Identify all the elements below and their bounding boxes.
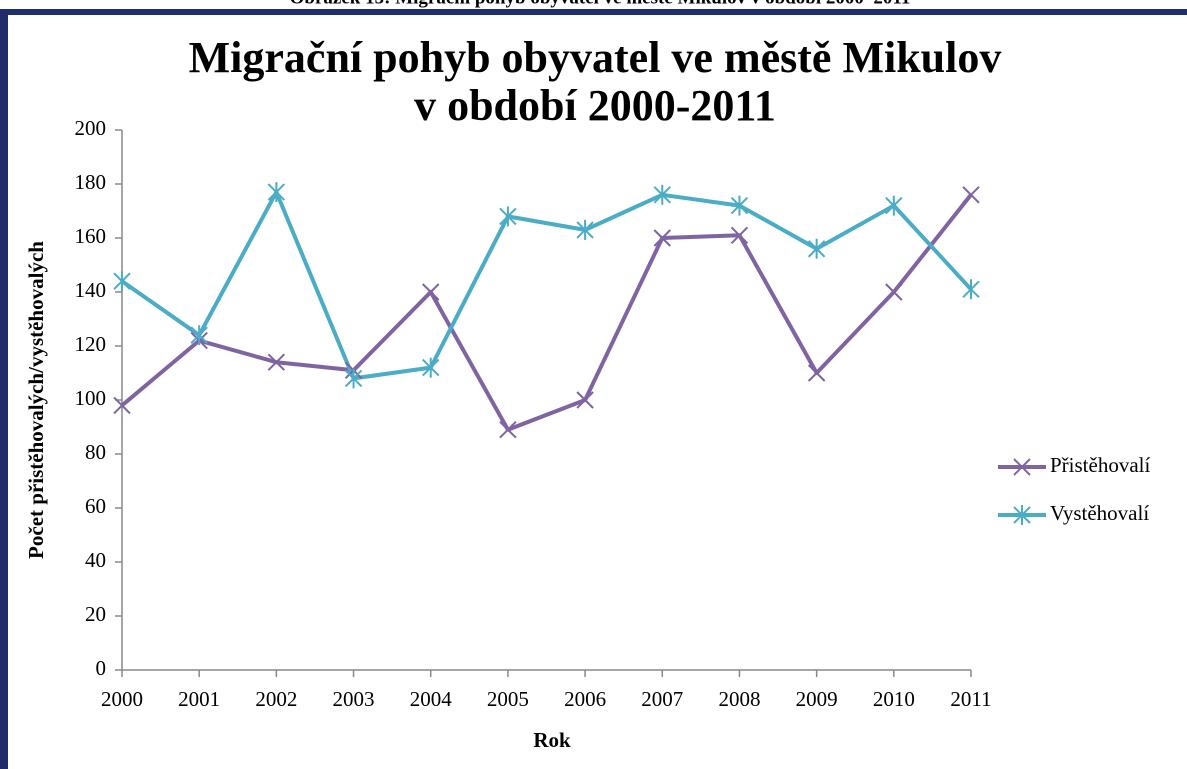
chart-title: v období 2000-2011 (414, 81, 776, 130)
y-tick-label: 140 (75, 278, 107, 302)
x-tick-label: 2004 (410, 687, 453, 711)
y-tick-label: 60 (85, 494, 106, 518)
x-tick-label: 2008 (718, 687, 760, 711)
point (576, 219, 594, 240)
point (653, 184, 671, 205)
y-tick-label: 40 (85, 548, 106, 572)
legend-marker (1013, 505, 1031, 525)
legend-marker (1013, 458, 1031, 476)
point (885, 195, 903, 216)
x-tick-label: 2001 (178, 687, 220, 711)
y-tick-label: 180 (75, 170, 107, 194)
point (422, 357, 440, 378)
point (962, 186, 980, 204)
y-tick-label: 80 (85, 440, 106, 464)
point (344, 368, 363, 389)
legend-label: Přistěhovalí (1050, 453, 1150, 477)
legend-label: Vystěhovalí (1050, 501, 1149, 525)
point (730, 195, 749, 216)
point (499, 206, 517, 227)
point (267, 182, 286, 203)
point (807, 238, 826, 259)
y-tick-label: 160 (75, 224, 107, 248)
point (807, 364, 826, 382)
point (113, 271, 131, 292)
y-tick-label: 0 (96, 656, 107, 680)
series-line (120, 193, 973, 432)
frame-top (0, 9, 1187, 15)
x-tick-label: 2000 (101, 687, 143, 711)
chart-title: Migrační pohyb obyvatel ve městě Mikulov (189, 33, 1002, 82)
x-tick-label: 2003 (333, 687, 375, 711)
x-tick-label: 2011 (950, 687, 991, 711)
point (962, 279, 980, 300)
y-tick-label: 100 (75, 386, 107, 410)
series-line (120, 190, 973, 381)
point (653, 229, 671, 247)
x-tick-label: 2006 (564, 687, 606, 711)
point (730, 226, 749, 245)
point (113, 396, 131, 415)
caption: Obrázek 15: Migrační pohyb obyvatel ve m… (290, 0, 911, 8)
x-tick-label: 2007 (641, 687, 683, 711)
x-tick-label: 2002 (255, 687, 297, 711)
x-axis-label: Rok (533, 728, 571, 752)
y-tick-label: 120 (75, 332, 107, 356)
y-tick-label: 200 (75, 116, 107, 140)
point (576, 391, 594, 409)
x-tick-label: 2005 (487, 687, 529, 711)
point (422, 283, 440, 301)
point (190, 325, 208, 346)
y-tick-label: 20 (85, 602, 106, 626)
y-axis-label: Počet přistěhovalých/vystěhovalých (24, 241, 48, 559)
point (499, 420, 517, 439)
frame-left (0, 9, 8, 769)
x-tick-label: 2009 (796, 687, 838, 711)
point (267, 353, 286, 371)
point (885, 283, 903, 301)
x-tick-label: 2010 (873, 687, 915, 711)
